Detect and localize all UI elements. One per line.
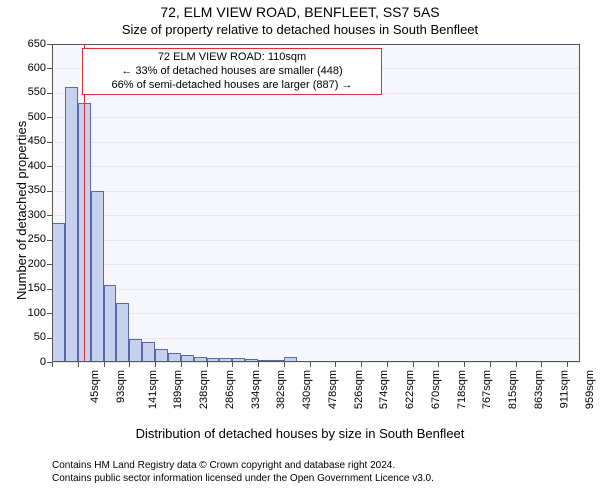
x-tick-label: 430sqm [301, 370, 313, 409]
x-tick-label: 670sqm [430, 370, 442, 409]
footnote: Contains HM Land Registry data © Crown c… [52, 460, 434, 485]
chart-container: 72, ELM VIEW ROAD, BENFLEET, SS7 5AS Siz… [0, 0, 600, 500]
gridline [52, 264, 580, 265]
chart-subtitle: Size of property relative to detached ho… [0, 22, 600, 37]
x-tick-label: 815sqm [507, 370, 519, 409]
x-tick-label: 141sqm [147, 370, 159, 409]
y-tick-label: 200 [20, 258, 46, 270]
x-tick-label: 911sqm [558, 370, 570, 408]
y-tick-label: 650 [20, 38, 46, 50]
x-tick [181, 362, 182, 367]
x-tick-label: 863sqm [533, 370, 545, 409]
x-tick-label: 767sqm [481, 370, 493, 409]
histogram-bar [65, 87, 78, 362]
x-tick [207, 362, 208, 367]
y-tick-label: 350 [20, 184, 46, 196]
y-tick-label: 500 [20, 111, 46, 123]
histogram-bar [116, 303, 129, 362]
x-tick [129, 362, 130, 367]
gridline [52, 191, 580, 192]
y-tick-label: 550 [20, 86, 46, 98]
x-axis-label: Distribution of detached houses by size … [0, 426, 600, 441]
x-tick [310, 362, 311, 367]
y-tick-label: 450 [20, 135, 46, 147]
x-tick-label: 959sqm [585, 370, 597, 409]
x-tick [438, 362, 439, 367]
x-tick-label: 45sqm [89, 370, 101, 403]
gridline [52, 117, 580, 118]
gridline [52, 289, 580, 290]
x-tick [541, 362, 542, 367]
x-tick-label: 718sqm [456, 370, 468, 409]
x-tick [284, 362, 285, 367]
annotation-line: ← 33% of detached houses are smaller (44… [89, 65, 375, 79]
gridline [52, 166, 580, 167]
histogram-bar [91, 191, 104, 362]
x-tick-label: 334sqm [250, 370, 262, 409]
gridline [52, 313, 580, 314]
y-tick-label: 150 [20, 282, 46, 294]
annotation-box: 72 ELM VIEW ROAD: 110sqm← 33% of detache… [82, 48, 382, 95]
x-tick-label: 286sqm [224, 370, 236, 409]
y-tick-label: 100 [20, 307, 46, 319]
x-tick [387, 362, 388, 367]
y-tick-label: 0 [20, 356, 46, 368]
annotation-line: 66% of semi-detached houses are larger (… [89, 79, 375, 93]
gridline [52, 362, 580, 363]
y-tick-label: 250 [20, 233, 46, 245]
x-tick [104, 362, 105, 367]
y-tick-label: 400 [20, 160, 46, 172]
histogram-bar [142, 342, 155, 362]
x-tick [361, 362, 362, 367]
x-tick-label: 382sqm [275, 370, 287, 409]
x-tick [78, 362, 79, 367]
axis-line [52, 361, 580, 362]
histogram-bar [129, 339, 142, 362]
x-tick-label: 93sqm [115, 370, 127, 403]
plot-area: 0501001502002503003504004505005506006504… [52, 44, 580, 362]
y-tick-label: 600 [20, 62, 46, 74]
x-tick [490, 362, 491, 367]
x-tick [464, 362, 465, 367]
x-tick [567, 362, 568, 367]
axis-line [52, 44, 580, 45]
x-tick-label: 622sqm [404, 370, 416, 409]
histogram-bar [52, 223, 65, 362]
x-tick [232, 362, 233, 367]
histogram-bar [104, 285, 117, 362]
axis-line [579, 44, 580, 362]
y-tick-label: 50 [20, 331, 46, 343]
x-tick-label: 478sqm [327, 370, 339, 409]
footnote-line: Contains public sector information licen… [52, 473, 434, 486]
x-tick [258, 362, 259, 367]
axis-line [52, 44, 53, 362]
x-tick-label: 189sqm [172, 370, 184, 409]
annotation-line: 72 ELM VIEW ROAD: 110sqm [89, 51, 375, 65]
x-tick [155, 362, 156, 367]
x-tick [516, 362, 517, 367]
y-tick-label: 300 [20, 209, 46, 221]
footnote-line: Contains HM Land Registry data © Crown c… [52, 460, 434, 473]
x-tick-label: 526sqm [353, 370, 365, 409]
gridline [52, 215, 580, 216]
gridline [52, 142, 580, 143]
x-tick [52, 362, 53, 367]
chart-title: 72, ELM VIEW ROAD, BENFLEET, SS7 5AS [0, 4, 600, 20]
gridline [52, 240, 580, 241]
x-tick [413, 362, 414, 367]
x-tick-label: 574sqm [378, 370, 390, 409]
x-tick-label: 238sqm [198, 370, 210, 409]
x-tick [335, 362, 336, 367]
